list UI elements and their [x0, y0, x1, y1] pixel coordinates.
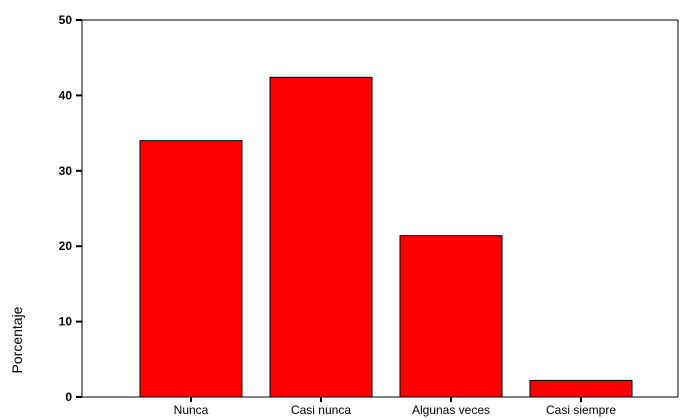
bar-casi-nunca: [269, 76, 373, 398]
x-axis: Nunca Casi nunca Algunas veces Casi siempre: [174, 397, 616, 417]
y-axis: 0 10 20 30 40 50: [59, 13, 83, 404]
x-tick-label: Algunas veces: [412, 403, 490, 417]
y-tick-label: 10: [59, 315, 73, 329]
bars: [139, 76, 633, 398]
bar-algunas-veces: [399, 235, 503, 398]
y-tick-label: 50: [59, 13, 73, 27]
x-tick-label: Nunca: [174, 403, 209, 417]
bar-nunca: [139, 140, 243, 398]
bar-casi-siempre: [529, 379, 633, 398]
x-tick-label: Casi nunca: [291, 403, 351, 417]
y-tick-label: 0: [65, 390, 72, 404]
y-tick-label: 40: [59, 88, 73, 102]
y-tick-label: 20: [59, 239, 73, 253]
y-tick-label: 30: [59, 164, 73, 178]
y-axis-title: Porcentaje: [9, 306, 25, 373]
x-tick-label: Casi siempre: [546, 403, 616, 417]
